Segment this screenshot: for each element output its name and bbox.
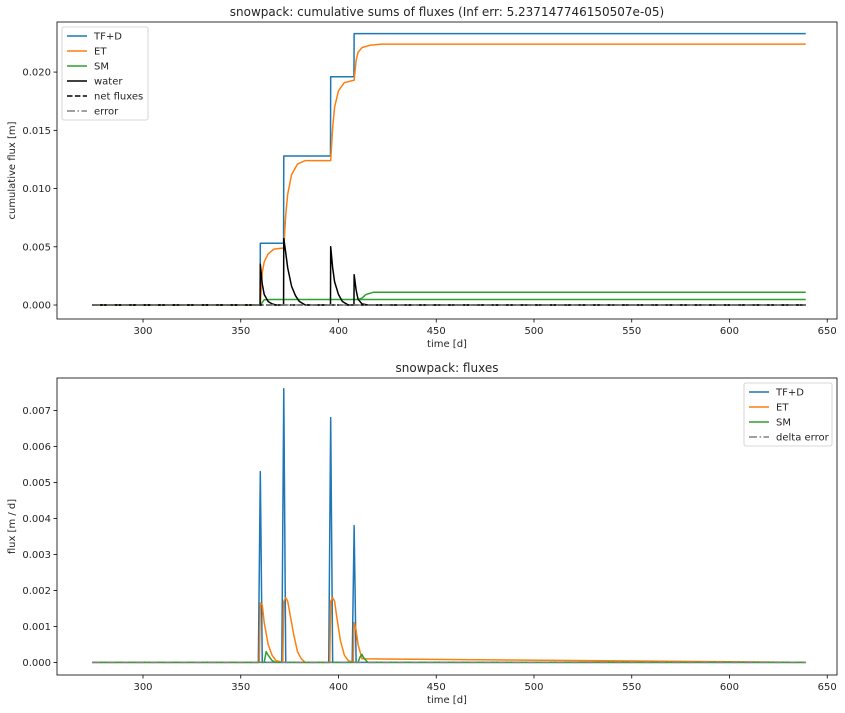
series-line-sm bbox=[92, 650, 806, 664]
legend: TF+D ET SM water net fluxes error bbox=[61, 26, 149, 121]
y-tick-label: 0.010 bbox=[22, 184, 51, 195]
series-line-et bbox=[92, 43, 806, 306]
flux-chart: 300 350 400 450 500 550 600 650 0.000 0.001 0.002 0… bbox=[7, 361, 838, 706]
x-axis-label: time [d] bbox=[427, 339, 467, 350]
y-tick-label: 0.020 bbox=[22, 68, 51, 79]
series-line-tf-d bbox=[92, 32, 806, 306]
x-tick-label: 400 bbox=[329, 326, 348, 337]
x-tick-label: 600 bbox=[720, 682, 739, 693]
legend-box bbox=[743, 382, 833, 447]
legend-label: water bbox=[94, 77, 123, 88]
x-tick-label: 500 bbox=[524, 682, 543, 693]
y-tick-label: 0.015 bbox=[22, 126, 51, 137]
plot-frame bbox=[56, 377, 838, 676]
y-tick-label: 0.000 bbox=[22, 301, 51, 312]
y-tick-label: 0.000 bbox=[22, 658, 51, 669]
y-tick-label: 0.004 bbox=[22, 514, 51, 525]
x-tick-label: 450 bbox=[427, 326, 446, 337]
legend-label: error bbox=[94, 107, 119, 118]
series-line-water bbox=[92, 237, 806, 306]
x-tick-label: 400 bbox=[329, 682, 348, 693]
legend: TF+D ET SM delta error bbox=[743, 382, 833, 447]
legend-label: SM bbox=[776, 418, 791, 429]
legend-label: TF+D bbox=[93, 32, 122, 43]
x-tick-label: 550 bbox=[622, 326, 641, 337]
x-tick-label: 650 bbox=[818, 682, 837, 693]
x-tick-label: 500 bbox=[524, 326, 543, 337]
x-tick-label: 600 bbox=[720, 326, 739, 337]
legend-label: SM bbox=[94, 62, 109, 73]
y-tick-label: 0.002 bbox=[22, 586, 51, 597]
y-tick-label: 0.007 bbox=[22, 406, 51, 417]
chart-title: snowpack: fluxes bbox=[396, 361, 499, 375]
legend-label: delta error bbox=[776, 433, 830, 444]
y-tick-label: 0.005 bbox=[22, 242, 51, 253]
y-tick-label: 0.006 bbox=[22, 442, 51, 453]
y-axis-label: flux [m / d] bbox=[7, 499, 18, 554]
x-tick-label: 450 bbox=[427, 682, 446, 693]
x-tick-label: 300 bbox=[133, 682, 152, 693]
legend-label: ET bbox=[776, 403, 789, 414]
y-tick-label: 0.005 bbox=[22, 478, 51, 489]
plot-frame bbox=[56, 21, 838, 320]
y-tick-label: 0.001 bbox=[22, 622, 51, 633]
x-tick-label: 650 bbox=[818, 326, 837, 337]
x-tick-label: 300 bbox=[133, 326, 152, 337]
x-tick-label: 350 bbox=[231, 326, 250, 337]
series-line-sm bbox=[92, 298, 806, 306]
x-tick-label: 550 bbox=[622, 682, 641, 693]
series-line-et bbox=[92, 596, 806, 664]
series-line-tf-d bbox=[92, 388, 806, 664]
y-axis-label: cumulative flux [m] bbox=[7, 121, 18, 219]
x-tick-label: 350 bbox=[231, 682, 250, 693]
y-tick-label: 0.003 bbox=[22, 550, 51, 561]
x-axis-label: time [d] bbox=[427, 695, 467, 706]
legend-label: TF+D bbox=[775, 388, 804, 399]
chart-title: snowpack: cumulative sums of fluxes (Inf… bbox=[230, 5, 664, 19]
legend-label: net fluxes bbox=[94, 92, 143, 103]
cumulative-flux-chart: 300 350 400 450 500 550 600 650 0.000 0.005 0.010 0… bbox=[7, 5, 838, 350]
legend-label: ET bbox=[94, 47, 107, 58]
series-line-sm-part2 bbox=[357, 291, 806, 301]
